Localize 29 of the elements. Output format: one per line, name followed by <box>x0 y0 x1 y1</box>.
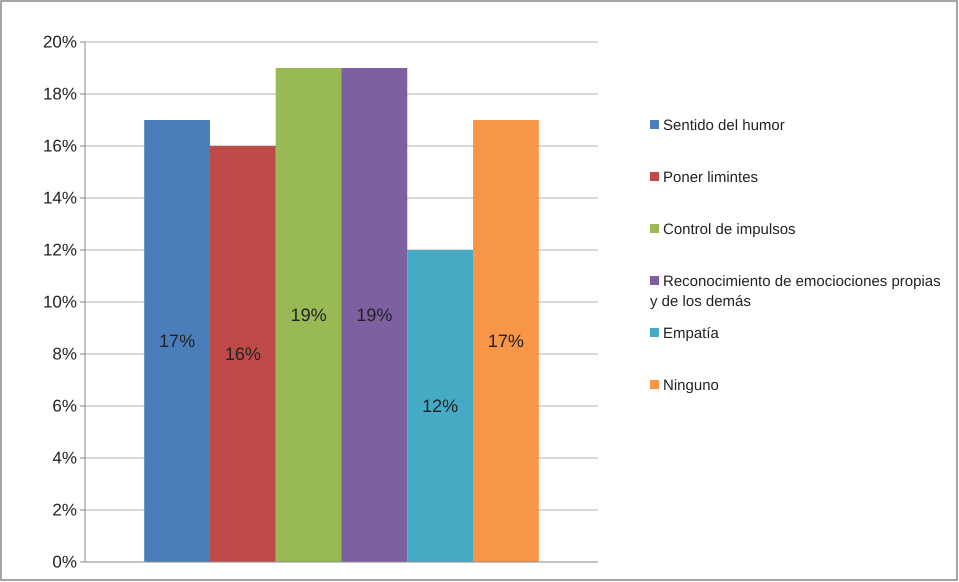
y-tick-label: 2% <box>52 500 77 520</box>
y-tick-label: 14% <box>42 188 77 208</box>
bar <box>342 68 408 562</box>
y-tick-label: 16% <box>42 136 77 156</box>
y-tick-label: 20% <box>42 32 77 52</box>
legend-label: Empatía <box>663 325 720 342</box>
data-label: 16% <box>224 344 261 364</box>
legend-label: Sentido del humor <box>663 117 785 134</box>
legend-label: Reconocimiento de emociociones propias y de los demás <box>650 273 941 310</box>
bar <box>210 146 276 562</box>
bar <box>473 120 539 562</box>
bar <box>407 250 474 562</box>
y-tick-label: 12% <box>42 240 77 260</box>
data-label: 19% <box>356 305 392 325</box>
y-tick-label: 0% <box>52 552 77 572</box>
data-label: 17% <box>488 331 524 351</box>
data-label: 19% <box>290 305 327 325</box>
data-label: 12% <box>422 396 458 416</box>
y-tick-label: 8% <box>52 344 77 364</box>
bar <box>144 120 210 562</box>
legend-label: Ninguno <box>663 377 719 394</box>
y-tick-label: 18% <box>42 84 77 104</box>
legend-label: Control de impulsos <box>663 221 796 238</box>
bar <box>276 68 342 562</box>
y-tick-label: 6% <box>52 396 77 416</box>
y-tick-label: 4% <box>52 448 77 468</box>
y-tick-label: 10% <box>42 292 77 312</box>
data-label: 17% <box>159 331 196 351</box>
legend-label: Poner limintes <box>663 169 758 186</box>
